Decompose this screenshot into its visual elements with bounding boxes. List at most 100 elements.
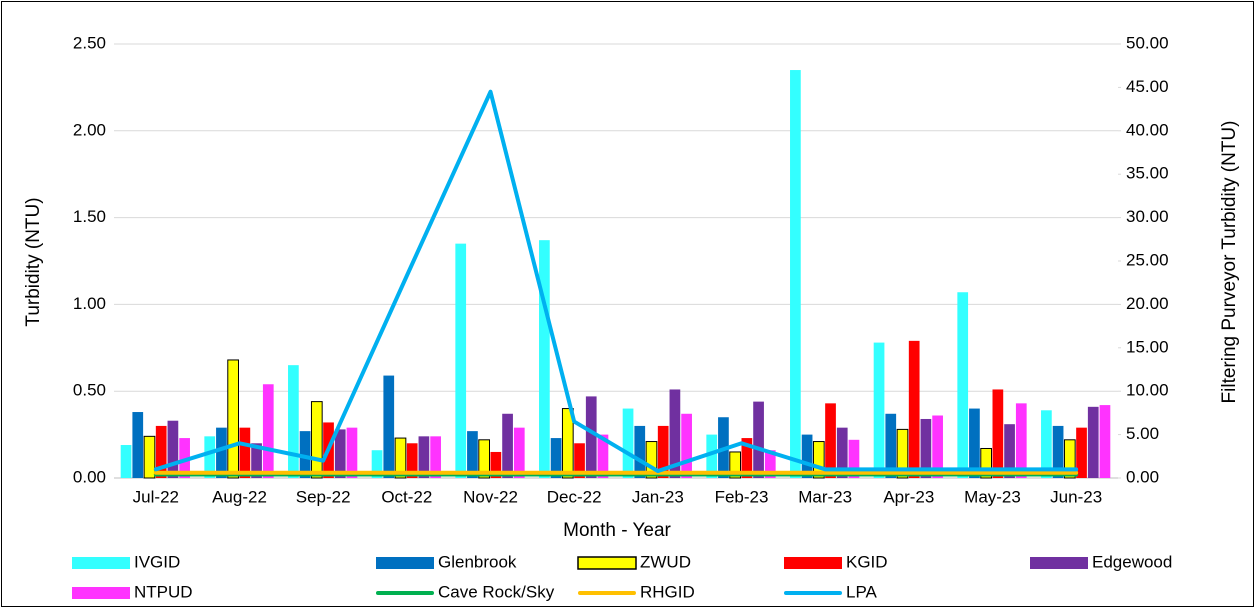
bar (585, 396, 597, 478)
y2-tick-label: 40.00 (1126, 120, 1169, 139)
bar (980, 447, 993, 479)
bar (622, 408, 634, 478)
bar (513, 427, 525, 478)
bar (597, 434, 609, 478)
bar (204, 436, 216, 478)
legend-label: NTPUD (134, 582, 193, 601)
bar (764, 450, 776, 478)
bar (1063, 439, 1076, 479)
bar (120, 445, 132, 478)
x-tick-label: Sep-22 (296, 487, 351, 506)
y2-tick-label: 50.00 (1126, 33, 1169, 52)
bar (143, 435, 156, 479)
bar (801, 434, 813, 478)
y2-tick-label: 45.00 (1126, 77, 1169, 96)
bar (310, 401, 323, 479)
x-tick-label: Jun-23 (1050, 487, 1102, 506)
x-tick-label: Apr-23 (883, 487, 934, 506)
bar (729, 451, 742, 479)
bar (1004, 424, 1015, 478)
bar (371, 450, 383, 478)
bar (334, 429, 346, 478)
bar (1099, 405, 1111, 478)
bar (1015, 403, 1027, 478)
bar (561, 408, 574, 479)
x-tick-label: Oct-22 (381, 487, 432, 506)
bar (836, 427, 848, 478)
bar (383, 375, 395, 478)
x-axis-title: Month - Year (563, 520, 671, 541)
legend-label: RHGID (640, 582, 695, 601)
line (153, 89, 1079, 474)
bar (825, 403, 836, 478)
bar (790, 70, 801, 478)
y2-tick-label: 0.00 (1126, 467, 1159, 486)
bar (179, 438, 190, 478)
x-tick-label: May-23 (964, 487, 1021, 506)
legend-label: LPA (846, 582, 878, 601)
bar (634, 425, 646, 478)
bar (992, 389, 1004, 478)
bar (920, 418, 932, 478)
bar (406, 443, 418, 478)
bar (394, 437, 407, 479)
bar (1041, 410, 1052, 478)
y-tick-label: 1.00 (73, 294, 106, 313)
x-tick-label: Jul-22 (133, 487, 179, 506)
bar (216, 427, 227, 478)
bar (657, 425, 669, 478)
bar (430, 436, 441, 478)
legend-label: KGID (846, 552, 888, 571)
bar (873, 342, 885, 478)
bar (681, 413, 692, 478)
x-tick-label: Nov-22 (463, 487, 518, 506)
y2-tick-label: 5.00 (1126, 424, 1159, 443)
legend-swatch (784, 557, 842, 569)
y2-tick-label: 20.00 (1126, 294, 1169, 313)
x-tick-label: Aug-22 (212, 487, 267, 506)
bar (741, 438, 753, 478)
bar (957, 292, 969, 478)
bar (239, 427, 251, 478)
x-tick-label: Jan-23 (632, 487, 684, 506)
y2-tick-label: 15.00 (1126, 337, 1169, 356)
y2-tick-label: 10.00 (1126, 381, 1169, 400)
y-tick-label: 0.50 (73, 381, 106, 400)
bar (969, 408, 980, 478)
bar (1076, 427, 1087, 478)
bar (550, 438, 562, 478)
y2-axis-title: Filtering Purveyor Turbidity (NTU) (1219, 121, 1240, 404)
bar (132, 412, 144, 478)
y-tick-label: 1.50 (73, 207, 106, 226)
y2-tick-label: 30.00 (1126, 207, 1169, 226)
bar (455, 243, 467, 478)
bar (669, 389, 681, 478)
y-tick-label: 2.00 (73, 120, 106, 139)
bar (478, 439, 490, 479)
bar (299, 431, 311, 478)
legend-swatch (72, 557, 130, 569)
x-tick-label: Mar-23 (798, 487, 852, 506)
bar (227, 359, 239, 479)
legend-swatch (1030, 557, 1088, 569)
y-axis-title: Turbidity (NTU) (23, 197, 44, 326)
bar (753, 401, 764, 478)
y2-tick-label: 35.00 (1126, 164, 1169, 183)
y-tick-label: 2.50 (73, 33, 106, 52)
bar (885, 413, 897, 478)
bar (251, 443, 262, 478)
x-tick-label: Feb-23 (715, 487, 769, 506)
legend-label: Cave Rock/Sky (438, 582, 555, 601)
bar (645, 441, 658, 479)
bar (932, 415, 943, 478)
legend-label: Edgewood (1092, 552, 1172, 571)
legend-label: ZWUD (640, 552, 691, 571)
bar (155, 425, 167, 478)
bar (812, 441, 825, 479)
x-tick-label: Dec-22 (547, 487, 602, 506)
bar (848, 439, 860, 478)
legend-label: IVGID (134, 552, 180, 571)
bar (574, 443, 585, 478)
